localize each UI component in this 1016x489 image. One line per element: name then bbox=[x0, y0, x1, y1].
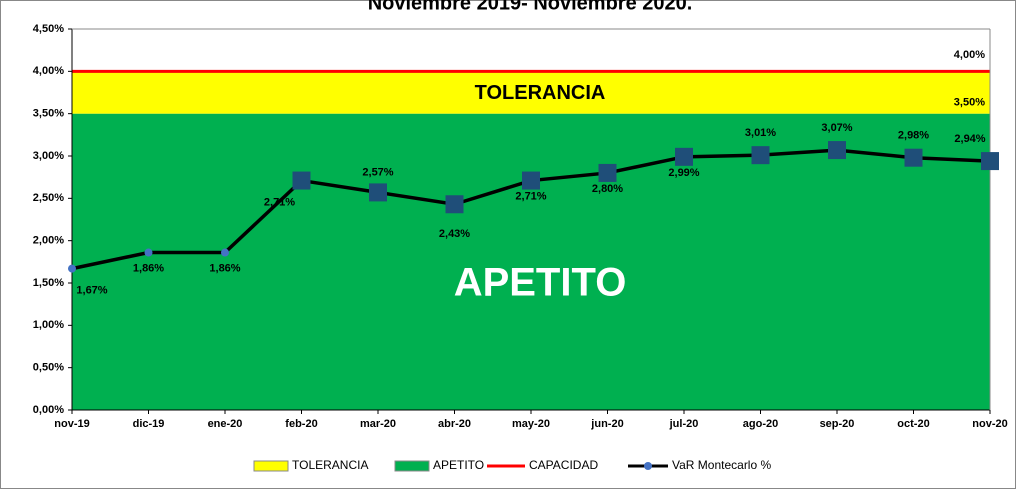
x-tick-label: nov-19 bbox=[54, 418, 89, 430]
band-label: TOLERANCIA bbox=[475, 82, 606, 104]
x-tick-label: ene-20 bbox=[208, 418, 243, 430]
point-marker bbox=[675, 147, 693, 166]
data-label: 3,01% bbox=[745, 127, 776, 139]
y-tick-label: 2,00% bbox=[33, 235, 64, 247]
point-marker bbox=[292, 171, 311, 190]
y-tick-label: 3,50% bbox=[33, 108, 64, 120]
data-label: 2,80% bbox=[592, 183, 623, 195]
point-marker bbox=[445, 195, 464, 214]
data-label: 2,57% bbox=[362, 166, 393, 178]
data-label: 3,50% bbox=[954, 97, 985, 109]
point-marker bbox=[904, 148, 923, 167]
point-marker bbox=[522, 171, 540, 190]
data-label: 1,86% bbox=[209, 262, 240, 274]
point-marker bbox=[981, 152, 999, 171]
point-marker bbox=[369, 183, 387, 202]
x-tick-label: sep-20 bbox=[820, 418, 855, 430]
data-label: 1,67% bbox=[76, 285, 107, 297]
legend-swatch bbox=[644, 462, 652, 470]
data-label: 2,99% bbox=[668, 167, 699, 179]
data-label: 3,07% bbox=[821, 122, 852, 134]
point-marker bbox=[144, 248, 153, 257]
x-tick-label: dic-19 bbox=[133, 418, 165, 430]
y-tick-label: 4,00% bbox=[33, 65, 64, 77]
y-tick-label: 1,50% bbox=[33, 277, 64, 289]
x-tick-label: mar-20 bbox=[360, 418, 396, 430]
y-tick-label: 3,00% bbox=[33, 150, 64, 162]
x-tick-label: feb-20 bbox=[285, 418, 317, 430]
data-label: 2,43% bbox=[439, 228, 470, 240]
point-marker bbox=[68, 264, 76, 273]
chart-title: Noviembre 2019- Noviembre 2020. bbox=[368, 0, 693, 14]
area-band bbox=[72, 113, 990, 411]
x-tick-label: nov-20 bbox=[972, 418, 1007, 430]
area-band bbox=[72, 71, 990, 114]
x-tick-label: oct-20 bbox=[897, 418, 929, 430]
point-marker bbox=[221, 248, 229, 257]
x-tick-label: jun-20 bbox=[590, 418, 623, 430]
band-label: APETITO bbox=[454, 261, 627, 305]
x-tick-label: may-20 bbox=[512, 418, 550, 430]
y-tick-label: 0,50% bbox=[33, 362, 64, 374]
data-label: 4,00% bbox=[954, 49, 985, 61]
legend-swatch bbox=[253, 460, 289, 472]
y-tick-label: 0,00% bbox=[33, 404, 64, 416]
legend-label: APETITO bbox=[433, 458, 484, 472]
point-marker bbox=[598, 163, 617, 182]
data-label: 2,71% bbox=[264, 196, 295, 208]
y-tick-label: 4,50% bbox=[33, 23, 64, 35]
x-tick-label: abr-20 bbox=[438, 418, 471, 430]
legend-label: TOLERANCIA bbox=[292, 458, 368, 472]
x-tick-label: jul-20 bbox=[669, 418, 699, 430]
point-marker bbox=[828, 141, 846, 160]
data-label: 2,71% bbox=[515, 190, 546, 202]
data-label: 1,86% bbox=[133, 262, 164, 274]
y-tick-label: 1,00% bbox=[33, 319, 64, 331]
y-tick-label: 2,50% bbox=[33, 192, 64, 204]
legend-label: VaR Montecarlo % bbox=[672, 458, 771, 472]
data-label: 2,98% bbox=[898, 130, 929, 142]
legend-label: CAPACIDAD bbox=[529, 458, 598, 472]
point-marker bbox=[751, 146, 770, 165]
x-tick-label: ago-20 bbox=[743, 418, 778, 430]
data-label: 2,94% bbox=[954, 133, 985, 145]
legend-swatch bbox=[394, 460, 430, 472]
